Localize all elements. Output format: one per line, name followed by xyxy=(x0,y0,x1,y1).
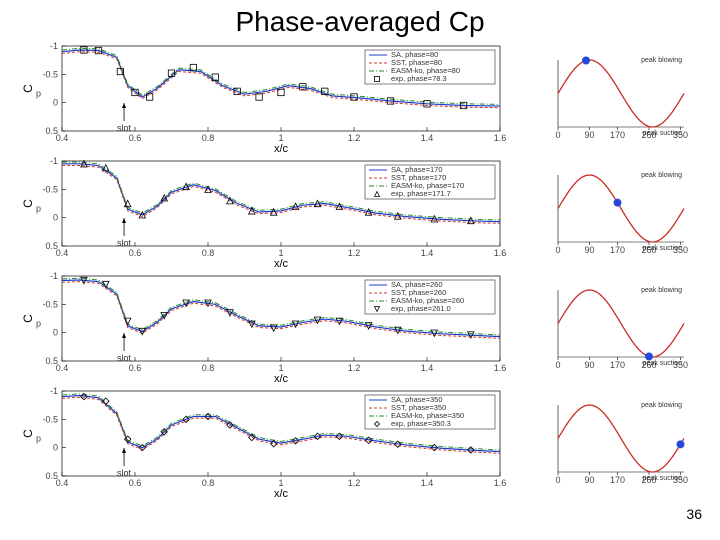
svg-text:peak suction: peak suction xyxy=(643,360,682,367)
svg-text:0.8: 0.8 xyxy=(202,248,215,258)
svg-text:1.2: 1.2 xyxy=(348,248,361,258)
svg-text:0: 0 xyxy=(555,245,560,255)
svg-text:slot: slot xyxy=(117,468,132,478)
svg-text:-0.5: -0.5 xyxy=(42,299,58,309)
svg-text:170: 170 xyxy=(610,475,625,485)
page-number: 36 xyxy=(686,506,702,522)
phase-panel-2: 090170260350peak blowingpeak suction xyxy=(540,280,690,375)
svg-text:170: 170 xyxy=(610,130,625,140)
svg-text:90: 90 xyxy=(584,360,594,370)
svg-text:0: 0 xyxy=(53,443,58,453)
svg-text:peak blowing: peak blowing xyxy=(641,172,682,179)
cp-panel-3: 0.40.60.811.21.41.6-1-0.500.5Cpx/cslotSA… xyxy=(20,385,510,500)
phase-panel-3: 090170260350peak blowingpeak suction xyxy=(540,395,690,490)
cp-panel-2: 0.40.60.811.21.41.6-1-0.500.5Cpx/cslotSA… xyxy=(20,270,510,385)
svg-text:0.6: 0.6 xyxy=(129,248,142,258)
svg-text:1.4: 1.4 xyxy=(421,133,434,143)
svg-text:0: 0 xyxy=(555,360,560,370)
cp-panel-0: 0.40.60.811.21.41.6-1-0.500.5Cpx/cslotSA… xyxy=(20,40,510,155)
svg-text:peak blowing: peak blowing xyxy=(641,57,682,64)
svg-text:-0.5: -0.5 xyxy=(42,69,58,79)
svg-text:C: C xyxy=(21,199,35,208)
chart-grid: 0.40.60.811.21.41.6-1-0.500.5Cpx/cslotSA… xyxy=(0,40,720,500)
svg-text:slot: slot xyxy=(117,238,132,248)
svg-text:p: p xyxy=(36,319,41,329)
svg-text:-0.5: -0.5 xyxy=(42,184,58,194)
svg-text:1.2: 1.2 xyxy=(348,133,361,143)
svg-text:0: 0 xyxy=(53,213,58,223)
svg-text:p: p xyxy=(36,204,41,214)
svg-text:1: 1 xyxy=(278,478,283,488)
svg-text:p: p xyxy=(36,89,41,99)
svg-text:170: 170 xyxy=(610,245,625,255)
svg-text:-1: -1 xyxy=(50,156,58,166)
svg-text:x/c: x/c xyxy=(274,258,289,270)
svg-text:slot: slot xyxy=(117,353,132,363)
svg-text:0.8: 0.8 xyxy=(202,133,215,143)
svg-text:0.8: 0.8 xyxy=(202,478,215,488)
svg-text:C: C xyxy=(21,429,35,438)
svg-text:exp, phase=350.3: exp, phase=350.3 xyxy=(391,419,451,428)
svg-text:1.6: 1.6 xyxy=(494,248,507,258)
svg-text:0.5: 0.5 xyxy=(45,356,58,366)
svg-text:1.6: 1.6 xyxy=(494,478,507,488)
phase-panel-1: 090170260350peak blowingpeak suction xyxy=(540,165,690,260)
svg-text:x/c: x/c xyxy=(274,143,289,155)
svg-text:1.4: 1.4 xyxy=(421,478,434,488)
svg-text:90: 90 xyxy=(584,475,594,485)
cp-panel-1: 0.40.60.811.21.41.6-1-0.500.5Cpx/cslotSA… xyxy=(20,155,510,270)
svg-text:1.6: 1.6 xyxy=(494,363,507,373)
svg-text:x/c: x/c xyxy=(274,488,289,500)
svg-text:0.6: 0.6 xyxy=(129,478,142,488)
svg-text:exp, phase=261.0: exp, phase=261.0 xyxy=(391,304,451,313)
svg-text:-1: -1 xyxy=(50,271,58,281)
svg-text:0.6: 0.6 xyxy=(129,133,142,143)
phase-panel-0: 090170260350peak blowingpeak suction xyxy=(540,50,690,145)
svg-text:peak suction: peak suction xyxy=(643,130,682,137)
svg-text:peak suction: peak suction xyxy=(643,245,682,252)
svg-text:C: C xyxy=(21,314,35,323)
svg-text:0.5: 0.5 xyxy=(45,241,58,251)
svg-text:1.2: 1.2 xyxy=(348,363,361,373)
svg-text:170: 170 xyxy=(610,360,625,370)
svg-text:1: 1 xyxy=(278,363,283,373)
svg-text:exp, phase=78.3: exp, phase=78.3 xyxy=(391,74,447,83)
svg-text:p: p xyxy=(36,434,41,444)
page-title: Phase-averaged Cp xyxy=(0,0,720,40)
svg-text:1.6: 1.6 xyxy=(494,133,507,143)
svg-text:1.4: 1.4 xyxy=(421,248,434,258)
svg-text:0: 0 xyxy=(555,475,560,485)
svg-text:0: 0 xyxy=(53,328,58,338)
svg-text:90: 90 xyxy=(584,130,594,140)
svg-text:0.8: 0.8 xyxy=(202,363,215,373)
svg-text:-1: -1 xyxy=(50,41,58,51)
svg-text:0: 0 xyxy=(53,98,58,108)
svg-text:peak blowing: peak blowing xyxy=(641,402,682,409)
svg-text:C: C xyxy=(21,84,35,93)
svg-text:x/c: x/c xyxy=(274,373,289,385)
svg-text:peak suction: peak suction xyxy=(643,475,682,482)
svg-text:90: 90 xyxy=(584,245,594,255)
svg-text:1: 1 xyxy=(278,248,283,258)
svg-text:-0.5: -0.5 xyxy=(42,414,58,424)
svg-text:exp, phase=171.7: exp, phase=171.7 xyxy=(391,189,451,198)
svg-text:1: 1 xyxy=(278,133,283,143)
svg-text:peak blowing: peak blowing xyxy=(641,287,682,294)
svg-text:0.5: 0.5 xyxy=(45,471,58,481)
svg-text:slot: slot xyxy=(117,123,132,133)
svg-text:0.6: 0.6 xyxy=(129,363,142,373)
svg-text:0: 0 xyxy=(555,130,560,140)
svg-text:1.4: 1.4 xyxy=(421,363,434,373)
svg-text:0.5: 0.5 xyxy=(45,126,58,136)
svg-text:1.2: 1.2 xyxy=(348,478,361,488)
svg-text:-1: -1 xyxy=(50,386,58,396)
